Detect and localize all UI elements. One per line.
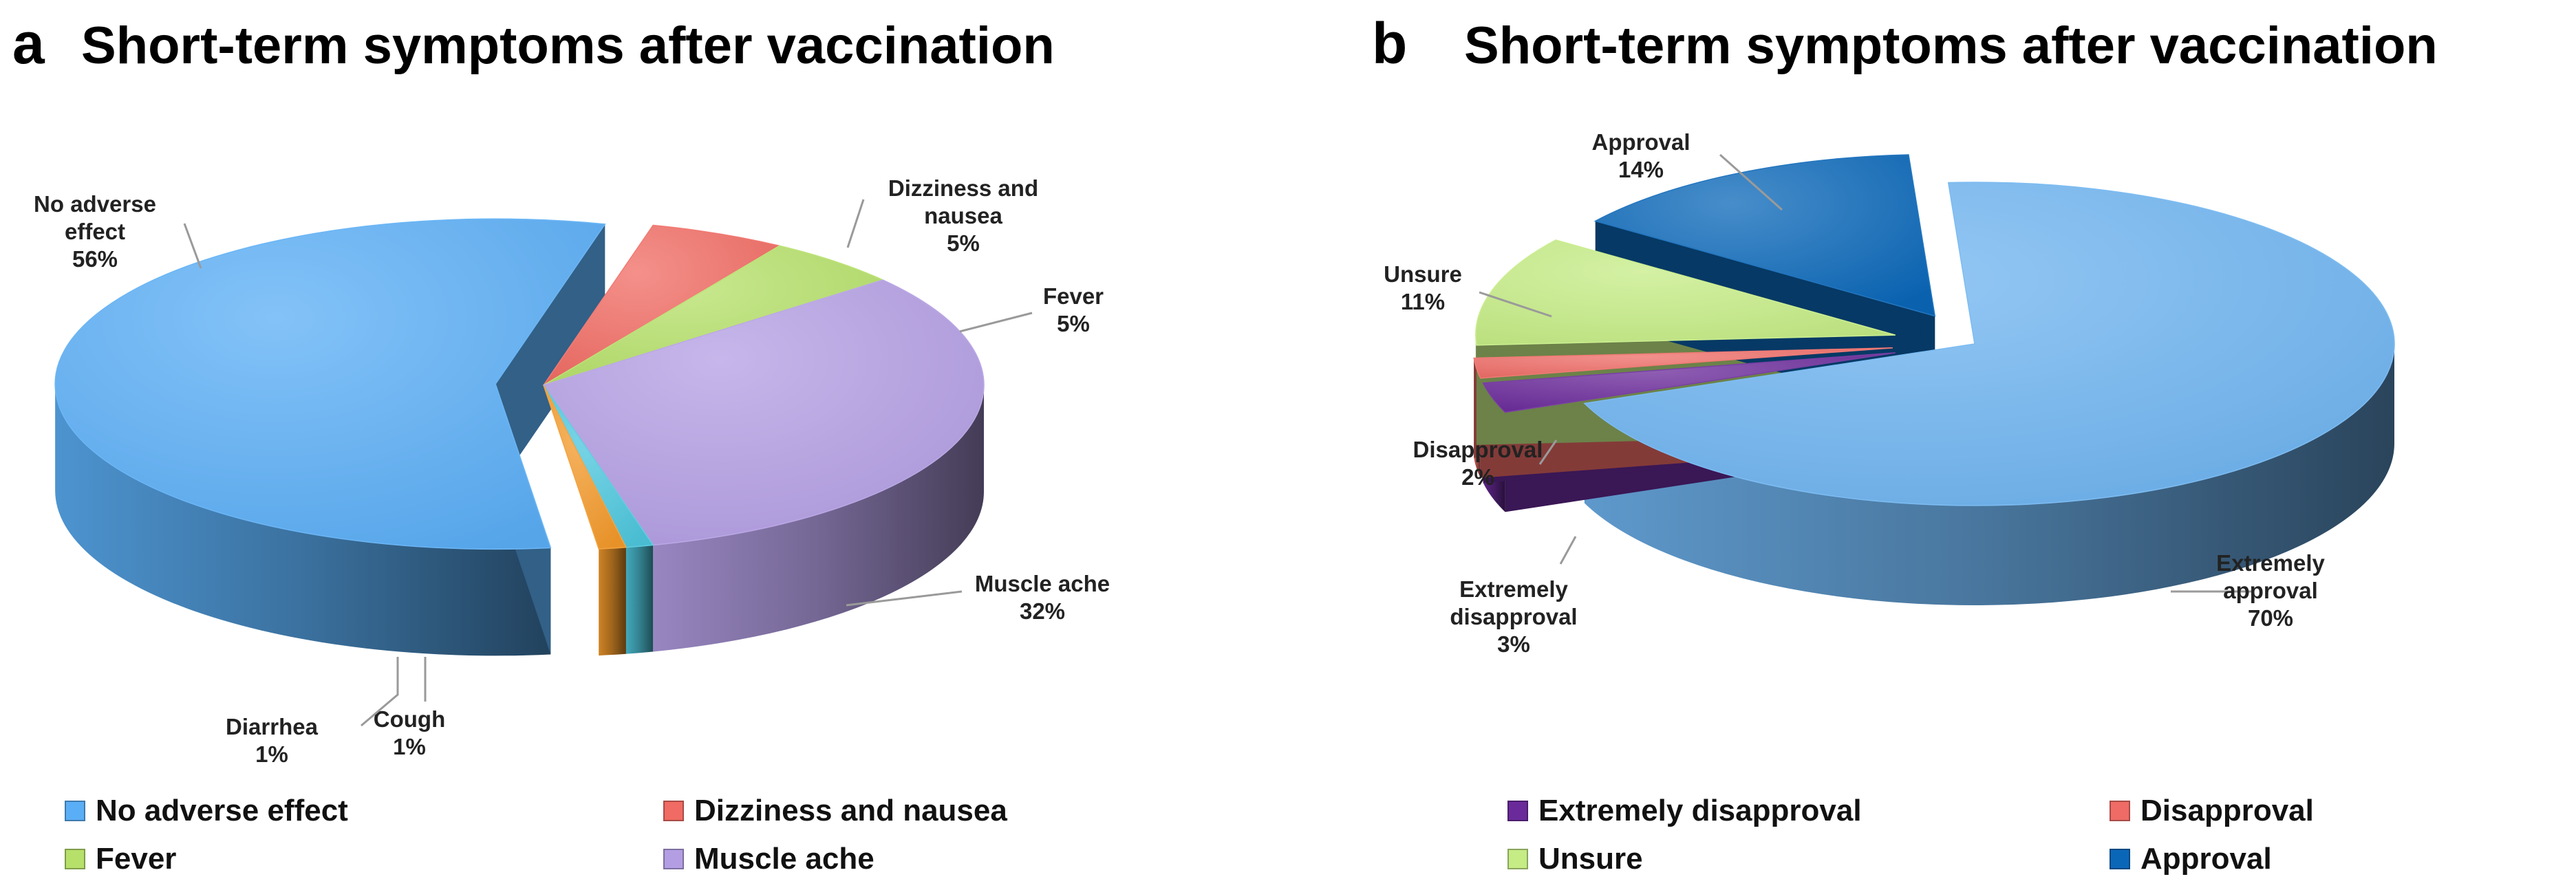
a-slice-fever <box>543 245 885 386</box>
b-leader-disapproval <box>1538 439 1558 465</box>
a-legend-label-no-adverse-effect: No adverse effect <box>96 794 348 827</box>
panel-b-title: Short-term symptoms after vaccination <box>1464 17 2438 75</box>
b-slice-extremely-approval <box>1583 182 2395 506</box>
panel-a-data-labels: Dizziness and nausea 5%Fever 5% Muscle ache 3… <box>34 175 1110 767</box>
a-legend-swatch-fever <box>65 849 85 869</box>
panel-b-data-labels: Extremely approval 70% Extremely disapproval… <box>1384 129 2325 657</box>
a-label-dizziness-and-nausea: Dizziness and nausea 5% <box>888 175 1038 256</box>
a-legend-swatch-muscle-ache <box>663 849 684 869</box>
a-slice-diarrhea <box>543 384 627 550</box>
b-legend-label-extremely-disapproval: Extremely disapproval <box>1538 794 1862 827</box>
b-legend-swatch-unsure <box>1507 849 1528 869</box>
panel-a-letter: a <box>12 11 45 76</box>
panel-a: a Short-term symptoms after vaccination … <box>12 11 1110 876</box>
panel-b-pie <box>1473 154 2395 605</box>
a-label-fever: Fever 5% <box>1043 283 1104 336</box>
a-slice-no-adverse-effect <box>54 218 606 550</box>
b-label-extremely-approval: Extremely approval 70% <box>2216 550 2325 631</box>
a-side-diarrhea <box>599 547 626 656</box>
a-legend-swatch-dizziness-and-nausea <box>663 801 684 821</box>
a-label-no-adverse-effect: No adverse effect 56% <box>34 191 156 272</box>
b-leader-extremely-disapproval <box>1559 536 1577 565</box>
a-label-cough: Cough 1% <box>374 706 445 759</box>
a-legend-swatch-no-adverse-effect <box>65 801 85 821</box>
panel-a-pie <box>54 218 985 656</box>
b-label-extremely-disapproval: Extremely disapproval 3% <box>1450 576 1577 657</box>
panel-b-letter: b <box>1372 11 1407 76</box>
panel-b: b Short-term symptoms after vaccination … <box>1372 11 2438 876</box>
a-side-cough <box>625 545 654 654</box>
a-side-muscle-ache <box>653 385 984 652</box>
b-legend-swatch-approval <box>2110 849 2130 869</box>
a-leader-dizziness-and-nausea <box>846 199 865 248</box>
b-legend-label-approval: Approval <box>2140 842 2272 876</box>
a-leader-diarrhea <box>361 657 399 727</box>
a-cut-1-no-adverse-effect <box>495 224 605 491</box>
a-side-no-adverse-effect <box>55 384 551 656</box>
b-slice-approval <box>1593 154 1936 317</box>
panel-b-legend: Extremely disapproval Disapproval Unsure Ap… <box>1507 794 2314 876</box>
a-legend-label-muscle-ache: Muscle ache <box>694 842 874 876</box>
a-leader-fever <box>959 312 1033 333</box>
b-slice-extremely-disapproval <box>1482 352 1896 413</box>
a-leader-no-adverse-effect <box>183 223 202 269</box>
a-legend-label-fever: Fever <box>96 842 176 876</box>
a-legend-label-dizziness-and-nausea: Dizziness and nausea <box>694 794 1007 827</box>
a-label-diarrhea: Diarrhea 1% <box>226 714 319 767</box>
panel-a-legend: No adverse effect Dizziness and nausea Fev… <box>65 794 1007 876</box>
b-leader-approval <box>1719 153 1783 211</box>
b-slice-unsure <box>1475 239 1896 346</box>
b-legend-swatch-extremely-disapproval <box>1507 801 1528 821</box>
b-legend-label-disapproval: Disapproval <box>2140 794 2314 827</box>
a-leader-muscle-ache <box>846 590 963 607</box>
b-label-approval: Approval 14% <box>1591 129 1690 182</box>
b-label-disapproval: Disapproval 2% <box>1413 437 1543 490</box>
a-slice-muscle-ache <box>542 279 985 546</box>
b-leader-unsure <box>1479 291 1552 318</box>
a-slice-dizziness-and-nausea <box>543 224 781 386</box>
b-slice-disapproval <box>1473 347 1893 379</box>
b-side-extremely-approval <box>1584 344 2394 605</box>
b-legend-label-unsure: Unsure <box>1538 842 1643 876</box>
b-label-unsure: Unsure 11% <box>1384 261 1462 314</box>
b-legend-swatch-disapproval <box>2110 801 2130 821</box>
panel-a-title: Short-term symptoms after vaccination <box>81 17 1055 75</box>
a-label-muscle-ache: Muscle ache 32% <box>975 571 1110 624</box>
